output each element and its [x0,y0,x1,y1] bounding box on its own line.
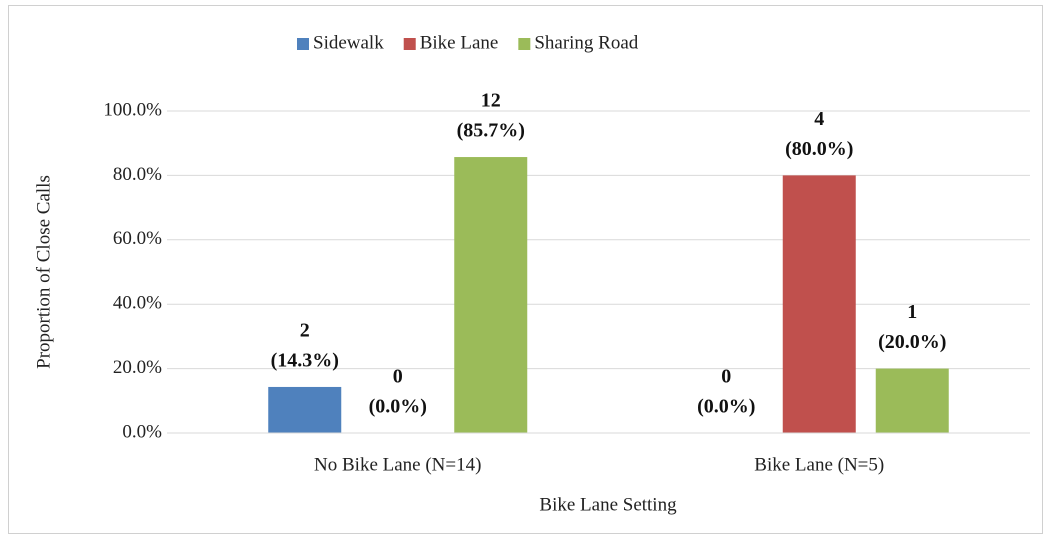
legend-swatch [403,38,416,50]
y-tick-label: 60.0% [113,228,162,249]
bar [268,386,342,433]
y-tick-label: 0.0% [122,421,162,442]
bar [454,157,528,433]
x-tick-label: No Bike Lane (N=14) [314,454,481,475]
y-tick-label: 40.0% [113,293,162,314]
value-label: 4 [814,108,824,130]
y-axis-title: Proportion of Close Calls [33,175,54,369]
value-label: 2 [300,320,310,342]
value-label: (0.0%) [697,396,755,418]
value-label: (14.3%) [271,350,339,372]
y-tick-label: 100.0% [103,99,162,120]
legend-label: Sharing Road [534,32,638,53]
value-label: 1 [907,301,917,323]
value-label: 0 [393,366,403,388]
y-tick-label: 80.0% [113,164,162,185]
legend-label: Sidewalk [313,32,384,53]
value-label: (80.0%) [785,138,853,160]
value-label: 0 [721,366,731,388]
legend-swatch [518,38,531,50]
legend-swatch [297,38,309,50]
value-label: (20.0%) [878,331,946,353]
y-tick-label: 20.0% [113,357,162,378]
legend-label: Bike Lane [420,32,499,53]
bar [782,175,856,433]
x-tick-label: Bike Lane (N=5) [754,454,884,475]
value-label: (0.0%) [369,396,427,418]
x-axis-title: Bike Lane Setting [539,494,677,515]
value-label: (85.7%) [457,120,525,142]
bar [875,368,949,433]
value-label: 12 [481,90,501,112]
